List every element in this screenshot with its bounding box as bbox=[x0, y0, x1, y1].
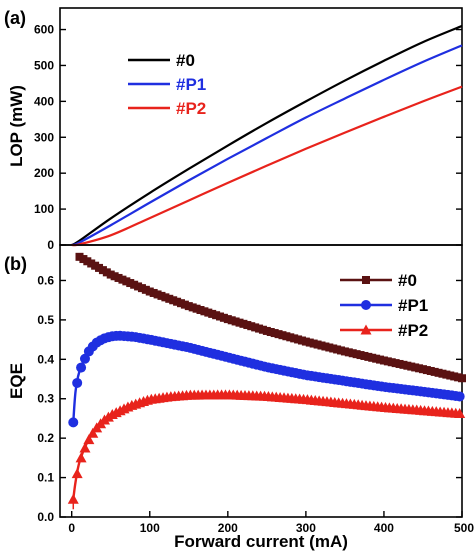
panel-b-legend: #0 #P1 #P2 bbox=[340, 271, 428, 340]
panel-b-legend-marker-2 bbox=[360, 324, 372, 335]
panel-b-x-ticks: 0 100 200 300 400 500 bbox=[68, 511, 474, 535]
panel-b-series-1-marker bbox=[72, 377, 83, 388]
panel-a-series-line-1 bbox=[71, 44, 463, 247]
panel-b-x-tick-label: 0 bbox=[68, 521, 75, 535]
panel-a-y-tick-label: 100 bbox=[34, 202, 54, 216]
panel-b-legend-marker-0 bbox=[362, 276, 370, 284]
panel-a-legend-label-1: #P1 bbox=[176, 75, 206, 94]
panel-b-series-2-marker bbox=[454, 408, 466, 419]
panel-b-legend-label-2: #P2 bbox=[398, 321, 428, 340]
panel-a-y-tick-label: 600 bbox=[34, 23, 54, 37]
panel-b-x-tick-label: 100 bbox=[140, 521, 160, 535]
panel-b-label: (b) bbox=[4, 254, 27, 274]
panel-b-series-lines bbox=[67, 252, 466, 510]
panel-a-legend: #0 #P1 #P2 bbox=[128, 51, 206, 118]
panel-a-series-lines bbox=[71, 24, 463, 247]
panel-a-y-ticks: 0 100 200 300 400 500 600 bbox=[34, 23, 462, 252]
panel-b-legend-label-1: #P1 bbox=[398, 296, 428, 315]
panel-b-y-axis-label: EQE bbox=[7, 363, 26, 399]
panel-a-legend-label-2: #P2 bbox=[176, 99, 206, 118]
panel-a-y-tick-label: 500 bbox=[34, 58, 54, 72]
panel-b-y-tick-label: 0.0 bbox=[37, 510, 54, 524]
panel-b-x-tick-label: 500 bbox=[454, 521, 474, 535]
panel-a-y-tick-label: 200 bbox=[34, 166, 54, 180]
panel-a-y-axis-label: LOP (mW) bbox=[7, 85, 26, 167]
panel-b: (b) EQE Forward current (mA) 0.00.10.20.… bbox=[4, 244, 474, 551]
panel-b-series-2-marker bbox=[87, 427, 99, 438]
panel-a-y-tick-label: 300 bbox=[34, 130, 54, 144]
panel-b-y-tick-label: 0.3 bbox=[37, 392, 54, 406]
panel-b-series-2-marker bbox=[75, 452, 87, 463]
panel-a-series-line-2 bbox=[71, 85, 463, 247]
panel-b-y-tick-label: 0.2 bbox=[37, 431, 54, 445]
panel-a-legend-label-0: #0 bbox=[176, 51, 195, 70]
panel-a-y-tick-label: 400 bbox=[34, 94, 54, 108]
panel-b-series-1-marker bbox=[76, 362, 87, 373]
panel-b-series-2-marker bbox=[71, 468, 83, 479]
panel-b-series-2-marker bbox=[83, 434, 95, 445]
panel-b-y-tick-label: 0.5 bbox=[37, 313, 54, 327]
panel-b-y-tick-label: 0.1 bbox=[37, 471, 54, 485]
panel-b-series-1-marker bbox=[68, 417, 79, 428]
panel-b-x-tick-label: 300 bbox=[296, 521, 316, 535]
panel-b-legend-label-0: #0 bbox=[398, 271, 417, 290]
panel-b-x-tick-label: 200 bbox=[218, 521, 238, 535]
panel-b-series-0-marker bbox=[458, 374, 466, 383]
panel-b-x-axis-label: Forward current (mA) bbox=[174, 532, 348, 551]
panel-a: (a) LOP (mW) 0 100 200 300 400 500 600 #0 #P1 #P… bbox=[4, 7, 463, 252]
panel-b-y-tick-label: 0.6 bbox=[37, 273, 54, 287]
panel-b-legend-marker-1 bbox=[361, 300, 371, 310]
panel-b-x-tick-label: 400 bbox=[374, 521, 394, 535]
panel-a-label: (a) bbox=[4, 8, 26, 28]
panel-b-series-1-marker bbox=[454, 391, 465, 402]
panel-a-series-line-0 bbox=[71, 24, 463, 246]
panel-b-y-ticks: 0.0 0.1 0.2 0.3 0.4 0.5 0.6 bbox=[37, 273, 462, 524]
panel-b-series-2-marker bbox=[79, 442, 91, 453]
panel-a-y-tick-label: 0 bbox=[47, 238, 54, 252]
panel-b-y-tick-label: 0.4 bbox=[37, 352, 54, 366]
